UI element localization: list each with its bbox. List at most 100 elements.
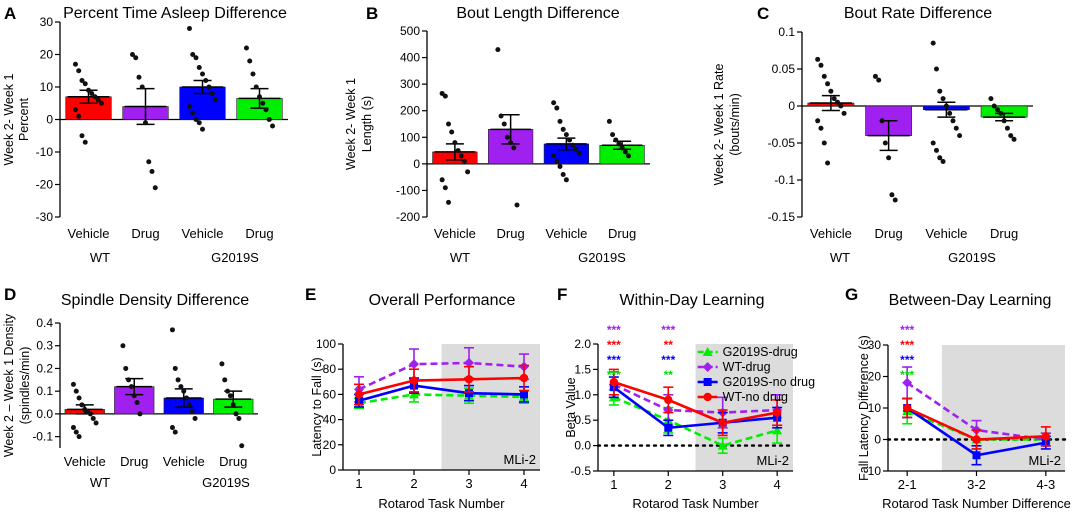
y-tick-label: 500: [400, 24, 420, 38]
y-tick-label: 10: [868, 401, 882, 415]
data-point: [940, 159, 946, 164]
data-point: [838, 103, 844, 109]
data-point: [461, 158, 467, 164]
x-tick-label: 4: [520, 476, 527, 491]
y-axis-label: (bouts/min): [728, 93, 742, 156]
y-tick-label: 20: [40, 48, 54, 62]
y-axis-label: Week 2- Week 1: [2, 73, 16, 165]
marker-triangle: [772, 425, 783, 435]
group-label: G2019S: [948, 250, 996, 265]
data-point: [1001, 118, 1007, 124]
marker-circle: [772, 408, 782, 417]
data-point: [940, 96, 946, 102]
y-tick-label: 300: [400, 77, 420, 91]
chart-title: Within-Day Learning: [620, 292, 765, 309]
x-tick-label: 4: [774, 477, 781, 492]
data-point: [439, 177, 445, 183]
y-axis-label: (spindles/min): [18, 347, 32, 425]
data-point: [196, 65, 202, 70]
data-point: [129, 52, 135, 57]
category-label: Drug: [990, 226, 1018, 241]
data-point: [126, 377, 132, 383]
y-tick-label: 80: [323, 362, 337, 376]
category-label: Vehicle: [925, 226, 967, 241]
data-point: [225, 388, 231, 394]
data-point: [570, 142, 576, 148]
data-point: [818, 62, 824, 68]
significance-stars: ***: [900, 353, 914, 367]
y-tick-label: 0: [413, 157, 420, 171]
data-point: [200, 126, 205, 132]
panel-label: E: [305, 285, 316, 304]
data-point: [950, 118, 956, 124]
data-point: [815, 56, 821, 62]
y-tick-label: -0.5: [570, 464, 591, 478]
data-point: [988, 96, 994, 102]
data-point: [452, 140, 458, 146]
legend-entry: WT-no drug: [723, 390, 788, 404]
data-point: [831, 96, 837, 102]
data-point: [128, 384, 134, 390]
marker-diamond: [702, 362, 713, 372]
data-point: [557, 118, 563, 124]
data-point: [616, 141, 622, 147]
data-point: [554, 158, 560, 164]
significance-stars: **: [664, 338, 674, 352]
data-point: [172, 429, 178, 435]
y-tick-label: 30: [868, 338, 882, 352]
data-point: [266, 117, 272, 122]
y-tick-label: 20: [868, 370, 882, 384]
data-point: [943, 103, 949, 109]
group-label: G2019S: [578, 250, 626, 265]
series-line: [358, 393, 525, 405]
data-point: [72, 61, 78, 67]
data-point: [253, 84, 259, 90]
data-point: [76, 395, 82, 401]
x-tick-label: 3-2: [967, 477, 986, 492]
x-axis-label: Rotarod Task Number: [378, 496, 505, 511]
data-point: [92, 94, 98, 100]
data-point: [70, 381, 76, 387]
data-point: [557, 164, 563, 170]
data-point: [560, 126, 566, 132]
data-point: [190, 52, 196, 57]
y-tick-label: -0.15: [768, 210, 796, 224]
shade-label: MLi-2: [503, 452, 536, 467]
y-tick-label: 0: [788, 99, 795, 113]
data-point: [876, 77, 882, 83]
data-point: [260, 100, 266, 106]
data-point: [79, 78, 85, 83]
data-point: [508, 140, 514, 146]
data-point: [186, 26, 192, 31]
data-point: [134, 400, 140, 406]
marker-square: [664, 423, 673, 432]
data-point: [143, 120, 148, 126]
series-wt-no-drug: [354, 364, 529, 406]
data-point: [239, 443, 245, 449]
data-point: [825, 81, 831, 87]
series-line: [613, 386, 778, 430]
y-tick-label: 20: [323, 438, 337, 452]
series-wt-no-drug: [608, 368, 783, 437]
data-point: [455, 148, 461, 154]
data-point: [82, 139, 88, 145]
significance-stars: ***: [607, 338, 621, 352]
marker-circle: [703, 392, 712, 402]
category-label: Vehicle: [810, 226, 852, 241]
panel-label: D: [4, 285, 16, 304]
group-label: WT: [90, 250, 110, 265]
data-point: [99, 100, 105, 106]
series-line: [613, 380, 778, 425]
marker-diamond: [902, 377, 913, 388]
x-tick-label: 2-1: [898, 477, 917, 492]
y-tick-label: -30: [36, 210, 54, 224]
marker-circle: [464, 375, 474, 384]
marker-square: [972, 451, 981, 460]
x-tick-label: 2: [665, 477, 672, 492]
data-point: [567, 137, 573, 143]
marker-circle: [972, 435, 981, 444]
marker-diamond: [463, 357, 474, 368]
y-tick-label: 0.5: [574, 413, 591, 427]
series-line: [358, 376, 525, 396]
data-point: [998, 110, 1004, 116]
